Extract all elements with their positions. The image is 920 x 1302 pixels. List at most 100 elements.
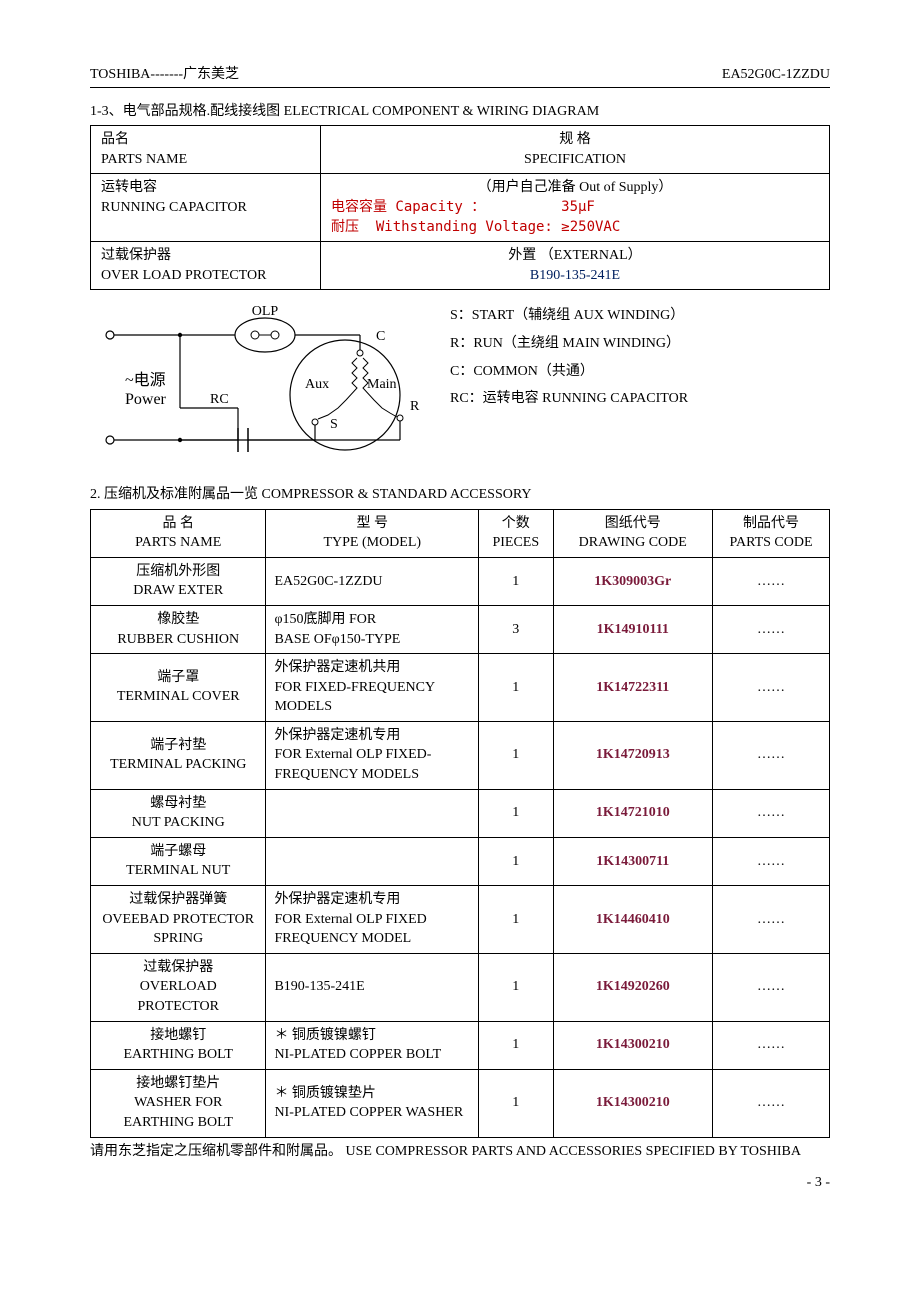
part-type [266, 789, 479, 837]
parts-code: …… [713, 837, 830, 885]
wiring-legend: S：START（辅绕组 AUX WINDING） R：RUN（主绕组 MAIN … [450, 300, 688, 467]
r-label: R [410, 399, 420, 414]
part-pieces: 1 [479, 789, 553, 837]
spec-voltage: 耐压 Withstanding Voltage: ≥250VAC [331, 218, 819, 238]
spec-capacity: 电容容量 Capacity ： 35μF [331, 198, 819, 218]
col2-header-en: SPECIFICATION [331, 150, 819, 170]
table-row: 端子罩TERMINAL COVER 外保护器定速机共用 FOR FIXED-FRE… [91, 654, 830, 722]
c-label: C [376, 329, 385, 344]
spec-external: 外置 （EXTERNAL） [331, 246, 819, 266]
header-right: EA52G0C-1ZZDU [722, 65, 830, 85]
wiring-block: OLP C Aux Main S R [90, 300, 830, 467]
drawing-code: 1K14460410 [596, 912, 670, 927]
table-row: 过载保护器弹簧OVEEBAD PROTECTOR SPRING外保护器定速机专用… [91, 886, 830, 954]
hdr-draw-cn: 图纸代号 [562, 514, 704, 534]
part-pieces: 3 [479, 605, 553, 653]
drawing-code: 1K14721010 [596, 805, 670, 820]
header-left: TOSHIBA-------广东美芝 [90, 65, 239, 85]
part-type: 外保护器定速机共用 FOR FIXED-FREQUENCY MODELS [266, 654, 479, 722]
part-type: ＊ 铜质镀镍螺钉NI-PLATED COPPER BOLT [266, 1021, 479, 1069]
power-cn-label: ~电源 [125, 371, 166, 389]
table-header-row: 品 名 PARTS NAME 型 号 TYPE (MODEL) 个数 PIECE… [91, 509, 830, 557]
drawing-code: 1K14720913 [596, 747, 670, 762]
legend-rc: RC：运转电容 RUNNING CAPACITOR [450, 389, 688, 409]
part-name-cn: 过载保护器 [101, 246, 310, 266]
part-pieces: 1 [479, 1069, 553, 1137]
part-type: 外保护器定速机专用 FOR External OLP FIXED FREQUEN… [266, 886, 479, 954]
table-row: 端子螺母TERMINAL NUT11K14300711…… [91, 837, 830, 885]
part-type [266, 837, 479, 885]
part-type: EA52G0C-1ZZDU [266, 557, 479, 605]
hdr-draw-en: DRAWING CODE [562, 533, 704, 553]
part-name-en: TERMINAL NUT [99, 861, 257, 881]
parts-table: 品 名 PARTS NAME 型 号 TYPE (MODEL) 个数 PIECE… [90, 509, 830, 1138]
part-name-cn: 压缩机外形图 [99, 562, 257, 582]
part-name-cn: 端子罩 [99, 668, 257, 688]
part-name-cn: 螺母衬垫 [99, 794, 257, 814]
part-pieces: 1 [479, 886, 553, 954]
part-name-en: TERMINAL PACKING [99, 755, 257, 775]
part-name-en: OVERLOAD PROTECTOR [99, 977, 257, 1016]
footer-note: 请用东芝指定之压缩机零部件和附属品。 USE COMPRESSOR PARTS … [90, 1142, 830, 1162]
part-name-cn: 橡胶垫 [99, 610, 257, 630]
drawing-code: 1K14300711 [596, 854, 669, 869]
part-name-en: RUBBER CUSHION [99, 630, 257, 650]
page-header: TOSHIBA-------广东美芝 EA52G0C-1ZZDU [90, 65, 830, 88]
parts-code: …… [713, 605, 830, 653]
part-name-en: EARTHING BOLT [99, 1045, 257, 1065]
table-row: 过载保护器 OVER LOAD PROTECTOR 外置 （EXTERNAL） … [91, 242, 830, 290]
rc-label: RC [210, 392, 229, 407]
part-type: φ150底脚用 FOR BASE OFφ150-TYPE [266, 605, 479, 653]
part-pieces: 1 [479, 1021, 553, 1069]
part-name-en: OVEEBAD PROTECTOR SPRING [99, 910, 257, 949]
col1-header-cn: 品名 [101, 130, 310, 150]
page-number: - 3 - [90, 1173, 830, 1193]
table-row: 接地螺钉垫片WASHER FOR EARTHING BOLT＊ 铜质镀镍垫片NI… [91, 1069, 830, 1137]
olp-label: OLP [252, 304, 279, 319]
part-type: 外保护器定速机专用 FOR External OLP FIXED-FREQUEN… [266, 721, 479, 789]
parts-code: …… [713, 789, 830, 837]
main-label: Main [367, 377, 397, 392]
parts-code: …… [713, 1021, 830, 1069]
part-type: B190-135-241E [266, 953, 479, 1021]
spec-model: B190-135-241E [331, 266, 819, 286]
table-row: 螺母衬垫NUT PACKING11K14721010…… [91, 789, 830, 837]
part-pieces: 1 [479, 953, 553, 1021]
parts-code: …… [713, 721, 830, 789]
power-en-label: Power [125, 391, 167, 408]
table-row: 运转电容 RUNNING CAPACITOR （用户自己准备 Out of Su… [91, 174, 830, 242]
hdr-pname-cn: 品 名 [99, 514, 257, 534]
part-pieces: 1 [479, 721, 553, 789]
part-name-cn: 端子衬垫 [99, 736, 257, 756]
table-row: 过载保护器OVERLOAD PROTECTORB190-135-241E11K1… [91, 953, 830, 1021]
hdr-pcode-cn: 制品代号 [721, 514, 821, 534]
drawing-code: 1K14300210 [596, 1095, 670, 1110]
table-row: 橡胶垫RUBBER CUSHION φ150底脚用 FOR BASE OFφ150… [91, 605, 830, 653]
part-name-en: WASHER FOR EARTHING BOLT [99, 1093, 257, 1132]
hdr-pcode-en: PARTS CODE [721, 533, 821, 553]
part-name-cn: 接地螺钉垫片 [99, 1074, 257, 1094]
parts-code: …… [713, 886, 830, 954]
s-label: S [330, 417, 338, 432]
part-name-cn: 过载保护器 [99, 958, 257, 978]
hdr-type-en: TYPE (MODEL) [274, 533, 470, 553]
part-name-cn: 端子螺母 [99, 842, 257, 862]
table-row: 端子衬垫TERMINAL PACKING 外保护器定速机专用 FOR Extern… [91, 721, 830, 789]
table-row: 接地螺钉EARTHING BOLT＊ 铜质镀镍螺钉NI-PLATED COPPE… [91, 1021, 830, 1069]
part-name-cn: 运转电容 [101, 178, 310, 198]
part-name-en: RUNNING CAPACITOR [101, 198, 310, 218]
parts-code: …… [713, 557, 830, 605]
parts-code: …… [713, 654, 830, 722]
part-name-en: OVER LOAD PROTECTOR [101, 266, 310, 286]
hdr-pname-en: PARTS NAME [99, 533, 257, 553]
part-pieces: 1 [479, 654, 553, 722]
hdr-pcs-cn: 个数 [487, 514, 544, 534]
legend-r: R：RUN（主绕组 MAIN WINDING） [450, 334, 688, 354]
parts-code: …… [713, 1069, 830, 1137]
drawing-code: 1K309003Gr [594, 574, 671, 589]
part-name-en: TERMINAL COVER [99, 687, 257, 707]
section2-title: 2. 压缩机及标准附属品一览 COMPRESSOR & STANDARD ACC… [90, 485, 830, 505]
parts-code: …… [713, 953, 830, 1021]
part-type: ＊ 铜质镀镍垫片NI-PLATED COPPER WASHER [266, 1069, 479, 1137]
spec-supply-note: （用户自己准备 Out of Supply） [331, 178, 819, 198]
